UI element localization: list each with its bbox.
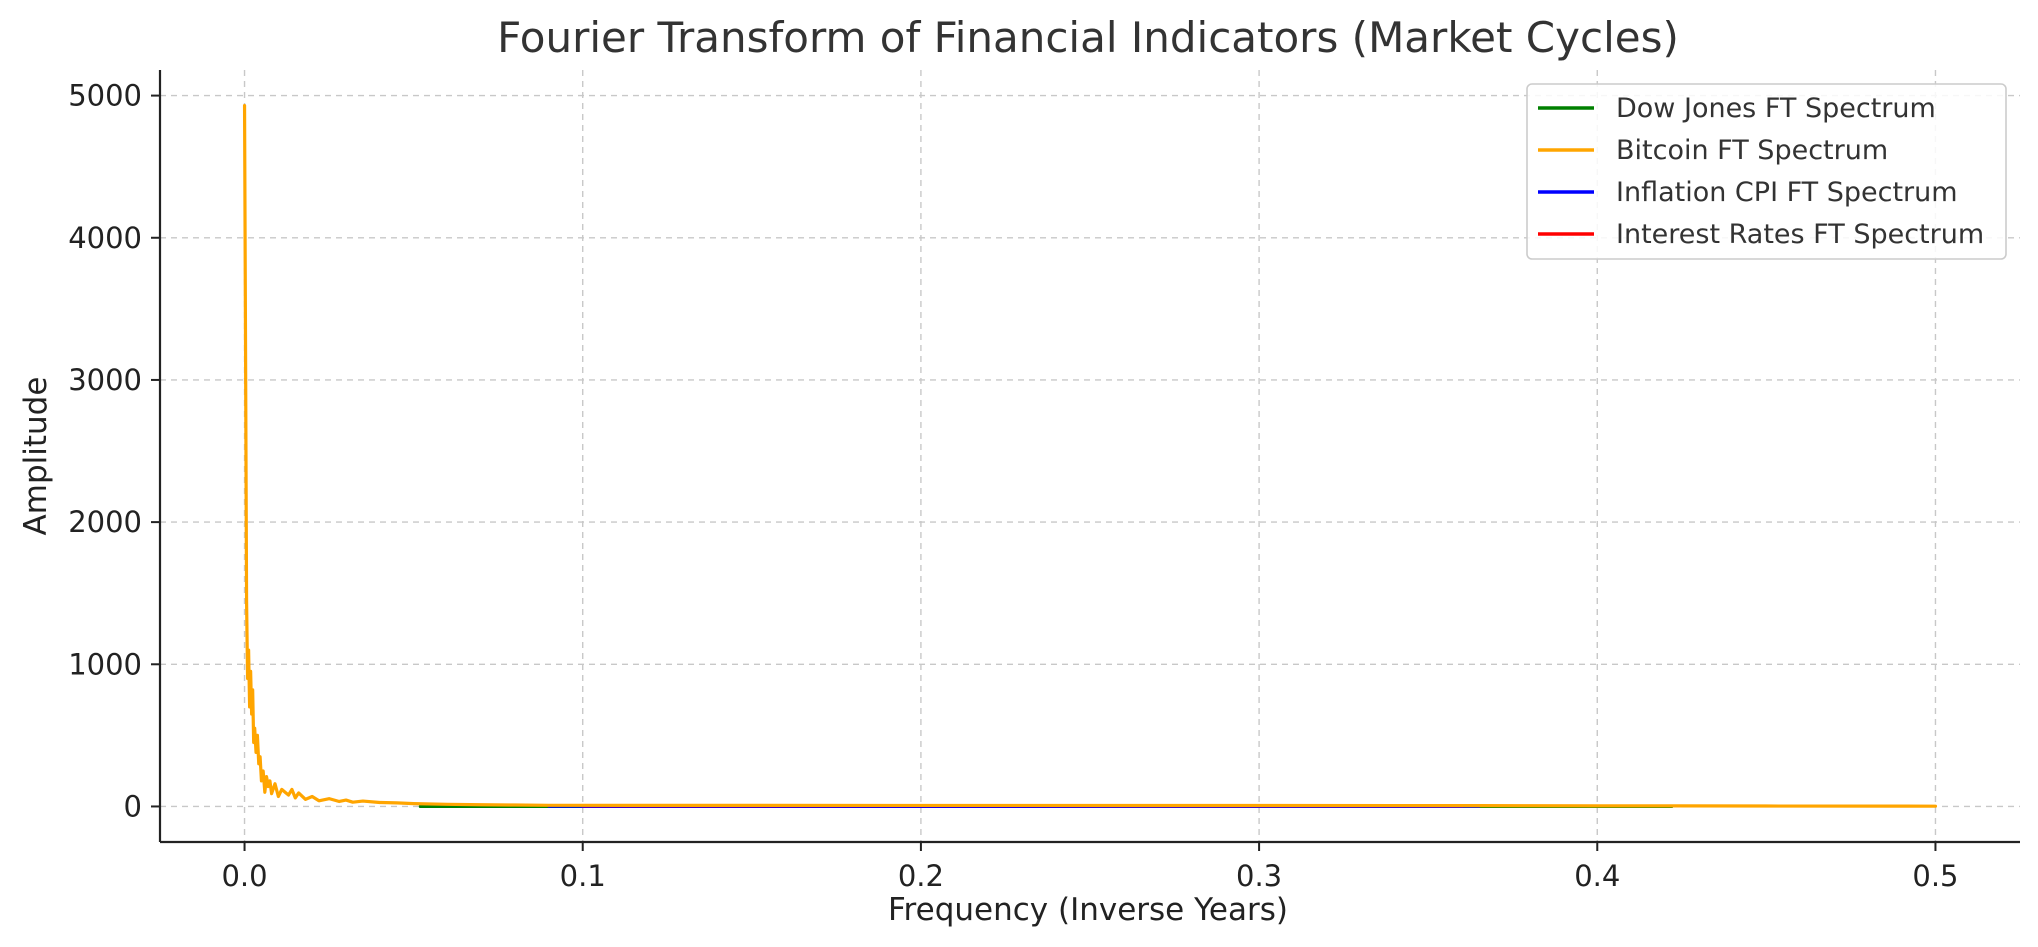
- y-tick-label: 4000: [68, 221, 142, 255]
- legend-label: Bitcoin FT Spectrum: [1616, 135, 1888, 166]
- y-tick-label: 0: [124, 789, 142, 823]
- y-tick-label: 2000: [68, 505, 142, 539]
- x-tick-label: 0.3: [1236, 859, 1282, 893]
- y-tick-label: 5000: [68, 79, 142, 113]
- legend-label: Dow Jones FT Spectrum: [1616, 93, 1936, 124]
- y-axis-label: Amplitude: [18, 377, 54, 536]
- x-tick-label: 0.2: [898, 859, 944, 893]
- legend-label: Inflation CPI FT Spectrum: [1616, 177, 1958, 208]
- chart-title: Fourier Transform of Financial Indicator…: [497, 13, 1679, 62]
- x-tick-label: 0.0: [221, 859, 267, 893]
- x-tick-label: 0.5: [1912, 859, 1958, 893]
- legend: Dow Jones FT Spectrum Bitcoin FT Spectrum…: [1526, 83, 2007, 260]
- y-tick-label: 3000: [68, 363, 142, 397]
- x-axis-label: Frequency (Inverse Years): [888, 892, 1288, 928]
- legend-frame: [1526, 83, 2007, 260]
- series-line-1: [242, 103, 1938, 808]
- x-tick-label: 0.1: [560, 859, 606, 893]
- axis-ticks: 0.0 0.1 0.2 0.3 0.4 0.5 0 1000 2000 3000 4000 5000: [68, 79, 1958, 893]
- series-lines: [242, 103, 1938, 809]
- y-tick-label: 1000: [68, 647, 142, 681]
- legend-label: Interest Rates FT Spectrum: [1616, 219, 1984, 250]
- x-tick-label: 0.4: [1574, 859, 1620, 893]
